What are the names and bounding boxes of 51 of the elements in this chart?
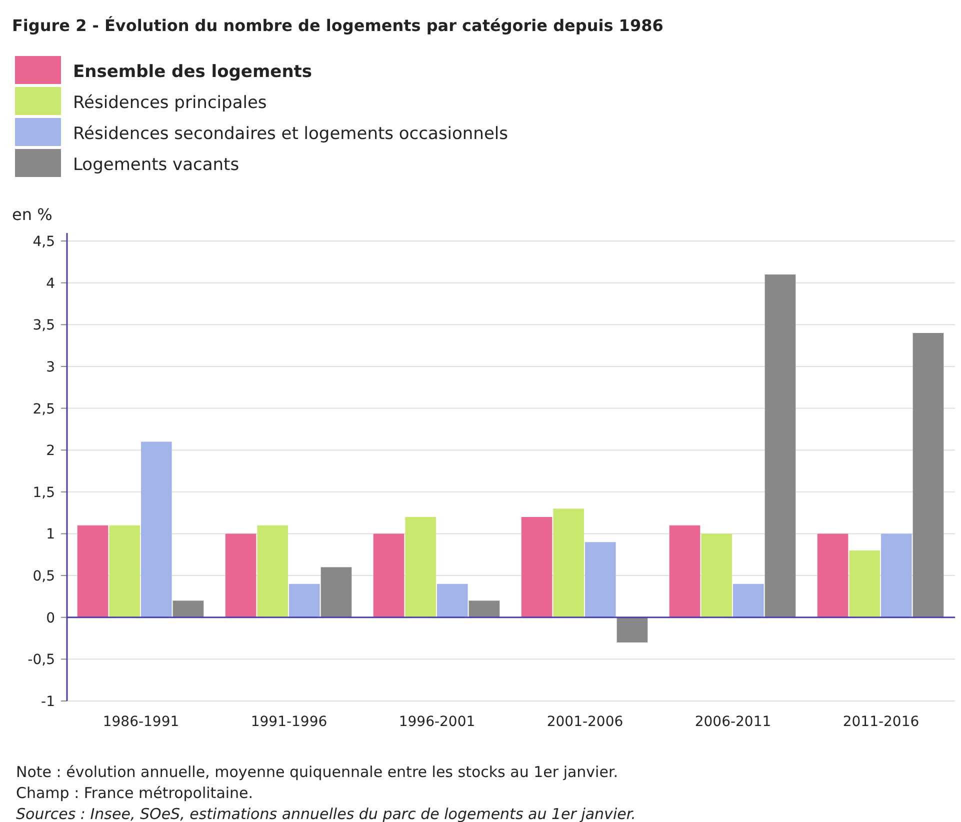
bar [817,534,848,618]
legend-label: Résidences principales [73,93,267,113]
text: Note : évolution annuelle, moyenne quiquennale entre les stocks au 1er janvier. [16,763,618,781]
bar [701,534,732,618]
bar [172,600,204,618]
y-tick-label: 0,5 [32,568,55,585]
x-tick-label: 2001-2006 [546,714,624,730]
y-axis-title: en % [12,205,52,224]
bar [373,534,404,618]
bar [468,600,500,618]
y-tick-label: 4,5 [32,234,55,250]
y-tick-label: 0 [46,610,55,626]
y-tick-label: 2,5 [32,401,55,418]
bar [289,584,320,618]
y-tick-label: -0,5 [28,652,55,668]
source-note: Sources : Insee, SOeS, estimations annuelles du parc de logements au 1er janvier. [16,805,636,822]
y-tick-label: 2 [46,443,55,460]
bar [437,584,468,618]
bar [225,534,256,618]
bar [320,567,352,618]
bar [881,534,912,618]
text: Champ : France métropolitaine. [16,784,254,802]
y-tick-label: 4 [46,276,56,292]
x-tick-label: 1991-1996 [250,714,328,730]
y-tick-label: 3 [46,359,55,376]
bar [733,584,764,618]
x-tick-label: 1996-2001 [398,714,476,730]
chart-title: Figure 2 - Évolution du nombre de logements par catégorie depuis 1986 [12,16,664,35]
y-tick-label: 3,5 [32,318,55,334]
bar [141,442,172,618]
x-tick-label: 1986-1991 [102,714,180,730]
bar [585,542,616,618]
bar [553,508,584,618]
bar [764,274,796,618]
legend-label: Ensemble des logements [73,62,312,82]
x-tick-label: 2006-2011 [694,714,772,730]
bar [616,617,648,642]
bar [77,525,108,618]
bar [669,525,700,618]
y-tick-label: 1 [46,526,55,543]
legend-label: Logements vacants [73,155,240,175]
x-tick-label: 2011-2016 [842,714,920,730]
bar [257,525,288,618]
bar [521,517,552,618]
bar [109,525,140,618]
bar [405,517,436,618]
y-tick-label: 1,5 [32,484,55,501]
legend-label: Résidences secondaires et logements occasionnels [73,124,508,144]
bar [912,333,944,618]
y-tick-label: -1 [41,694,55,710]
bar [849,550,880,618]
